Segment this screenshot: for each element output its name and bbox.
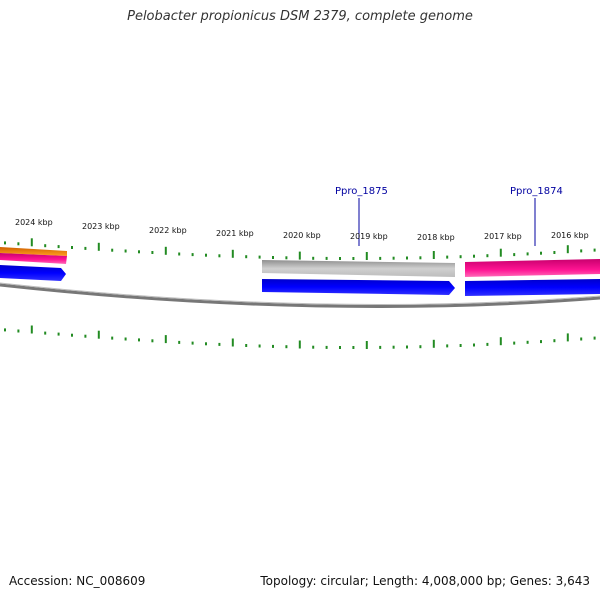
genome-backbone-highlight — [0, 282, 600, 305]
gene-ppro-1874-pink — [465, 259, 600, 277]
genome-summary-text: Topology: circular; Length: 4,008,000 bp… — [260, 574, 590, 588]
gene-blue-partial-left — [0, 265, 66, 281]
gene-blue-middle — [262, 279, 455, 295]
scale-label-2019: 2019 kbp — [350, 232, 388, 241]
map-title: Pelobacter propionicus DSM 2379, complet… — [127, 9, 473, 24]
gene-pink-partial-left — [0, 253, 67, 264]
scale-label-2024: 2024 kbp — [15, 218, 53, 227]
scale-ticks-outer — [4, 238, 596, 260]
scale-label-2016: 2016 kbp — [551, 231, 589, 240]
scale-label-2021: 2021 kbp — [216, 229, 254, 238]
gene-blue-right — [465, 279, 600, 296]
scale-label-2018: 2018 kbp — [417, 233, 455, 242]
gene-label-ppro-1875[interactable]: Ppro_1875 — [335, 186, 388, 197]
genome-backbone — [0, 283, 600, 308]
scale-label-2017: 2017 kbp — [484, 232, 522, 241]
gene-ppro-1875-grey — [262, 260, 455, 277]
accession-text: Accession: NC_008609 — [9, 574, 146, 588]
scale-label-2020: 2020 kbp — [283, 231, 321, 240]
scale-ticks-inner — [4, 325, 596, 349]
gene-label-ppro-1874[interactable]: Ppro_1874 — [510, 186, 563, 197]
scale-label-2023: 2023 kbp — [82, 222, 120, 231]
scale-label-2022: 2022 kbp — [149, 226, 187, 235]
